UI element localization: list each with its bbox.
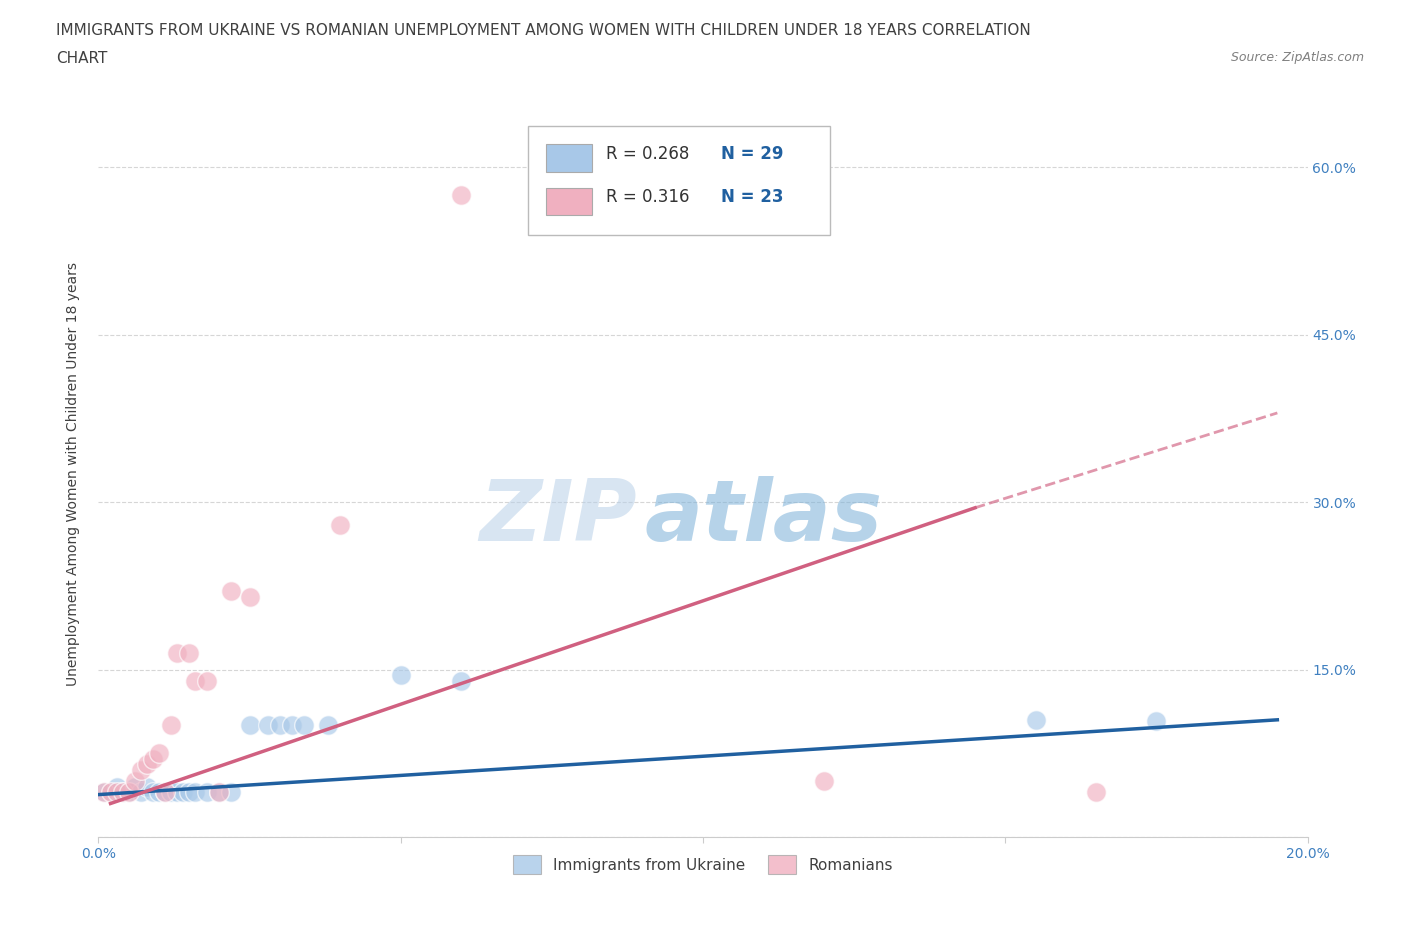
- Point: [100, 785, 122, 800]
- Point: [100, 785, 122, 800]
- Point: [105, 779, 128, 794]
- Point: [329, 517, 352, 532]
- Point: [239, 718, 262, 733]
- Point: [1024, 712, 1046, 727]
- Point: [1144, 713, 1167, 728]
- Point: [221, 785, 243, 800]
- Point: [129, 763, 152, 777]
- Text: N = 23: N = 23: [721, 188, 783, 206]
- Point: [179, 645, 201, 660]
- Point: [160, 785, 183, 800]
- Text: R = 0.316: R = 0.316: [606, 188, 690, 206]
- Bar: [546, 144, 592, 172]
- Point: [256, 718, 278, 733]
- Y-axis label: Unemployment Among Women with Children Under 18 years: Unemployment Among Women with Children U…: [66, 262, 80, 686]
- Legend: Immigrants from Ukraine, Romanians: Immigrants from Ukraine, Romanians: [508, 849, 898, 880]
- Point: [93, 785, 115, 800]
- Point: [316, 718, 339, 733]
- Point: [195, 785, 218, 800]
- Point: [118, 785, 141, 800]
- Point: [118, 785, 141, 800]
- Point: [142, 751, 165, 766]
- Point: [450, 188, 472, 203]
- Bar: [546, 188, 592, 216]
- Point: [184, 785, 207, 800]
- FancyBboxPatch shape: [527, 126, 830, 235]
- Point: [281, 718, 304, 733]
- Point: [111, 785, 134, 800]
- Point: [153, 785, 176, 800]
- Text: atlas: atlas: [645, 476, 883, 559]
- Point: [129, 785, 152, 800]
- Point: [269, 718, 291, 733]
- Text: CHART: CHART: [56, 51, 108, 66]
- Point: [124, 779, 146, 794]
- Point: [153, 785, 176, 800]
- Point: [389, 668, 412, 683]
- Point: [166, 645, 188, 660]
- Point: [239, 590, 262, 604]
- Text: Source: ZipAtlas.com: Source: ZipAtlas.com: [1230, 51, 1364, 64]
- Point: [813, 774, 835, 789]
- Text: IMMIGRANTS FROM UKRAINE VS ROMANIAN UNEMPLOYMENT AMONG WOMEN WITH CHILDREN UNDER: IMMIGRANTS FROM UKRAINE VS ROMANIAN UNEM…: [56, 23, 1031, 38]
- Point: [93, 785, 115, 800]
- Point: [135, 779, 157, 794]
- Point: [179, 785, 201, 800]
- Point: [292, 718, 315, 733]
- Point: [1085, 785, 1108, 800]
- Point: [450, 673, 472, 688]
- Point: [124, 774, 146, 789]
- Point: [195, 673, 218, 688]
- Point: [172, 785, 194, 800]
- Point: [221, 584, 243, 599]
- Point: [166, 785, 188, 800]
- Point: [111, 785, 134, 800]
- Point: [142, 785, 165, 800]
- Point: [208, 785, 231, 800]
- Text: R = 0.268: R = 0.268: [606, 145, 689, 163]
- Point: [148, 746, 170, 761]
- Point: [105, 785, 128, 800]
- Text: ZIP: ZIP: [479, 476, 637, 559]
- Text: N = 29: N = 29: [721, 145, 783, 163]
- Point: [135, 757, 157, 772]
- Point: [208, 785, 231, 800]
- Point: [148, 785, 170, 800]
- Point: [184, 673, 207, 688]
- Point: [160, 718, 183, 733]
